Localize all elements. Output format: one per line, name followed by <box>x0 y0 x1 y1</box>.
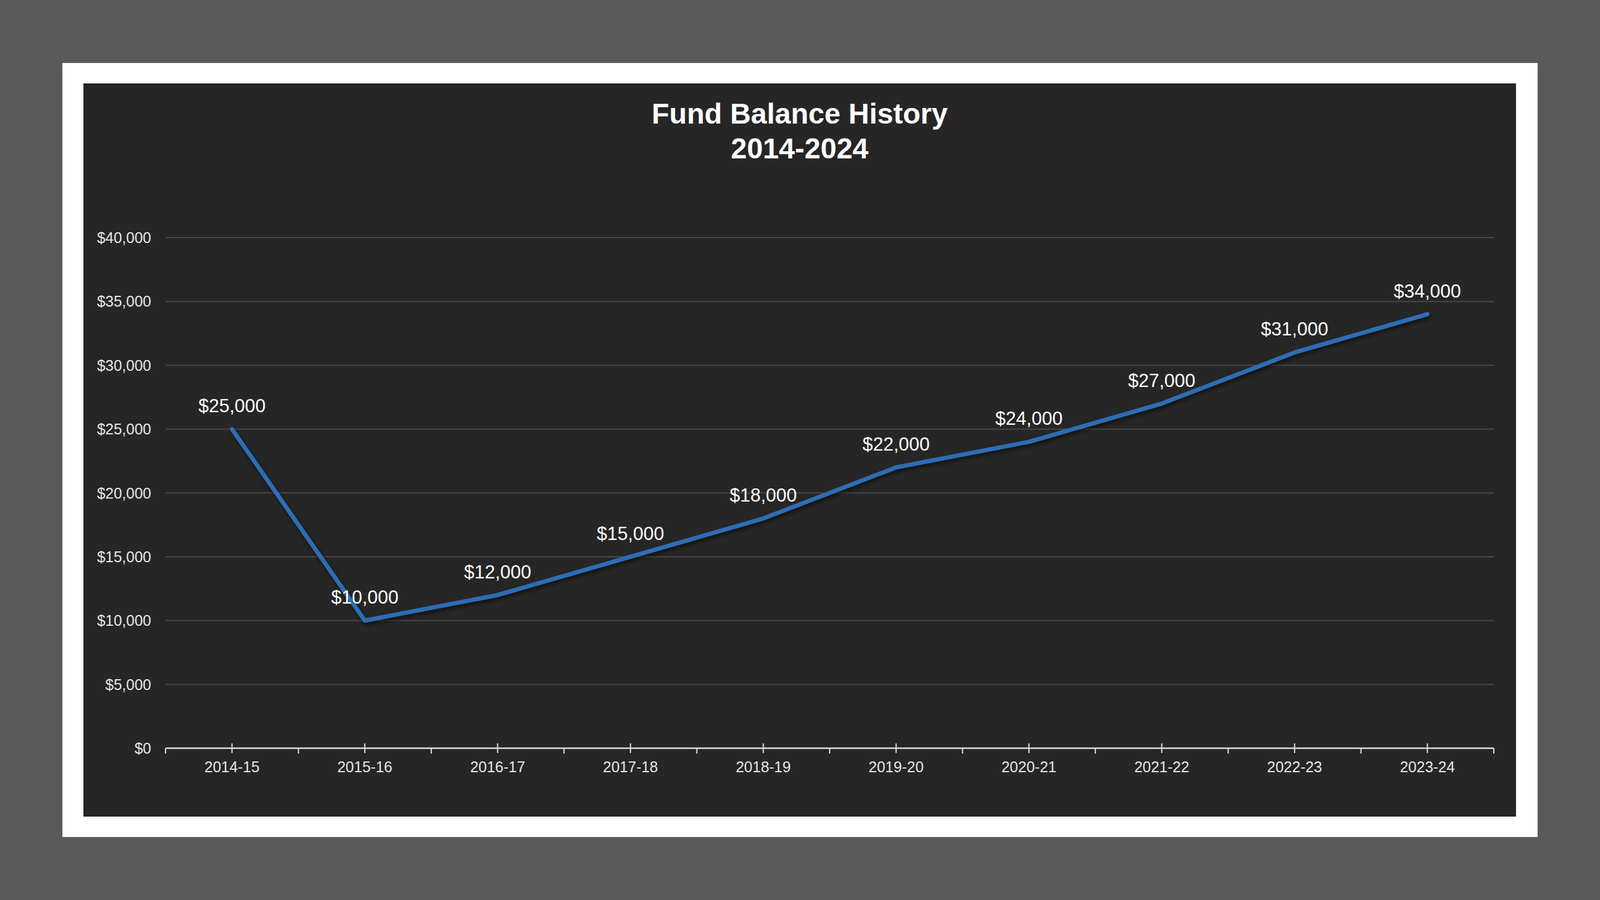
data-label: $34,000 <box>1393 280 1461 302</box>
x-tick-label: 2018-19 <box>735 758 791 776</box>
grid-line <box>165 683 1494 686</box>
x-band-edge <box>1094 748 1097 754</box>
data-label: $27,000 <box>1127 370 1196 392</box>
x-band-edge <box>1360 748 1362 754</box>
data-label: $10,000 <box>331 586 399 608</box>
x-tick <box>762 743 764 753</box>
y-tick-label: $10,000 <box>97 611 152 629</box>
x-band-edge <box>297 748 299 754</box>
x-tick <box>629 743 632 753</box>
x-tick-label: 2023-24 <box>1399 758 1455 776</box>
title: Fund Balance History <box>651 97 948 130</box>
data-label: $31,000 <box>1261 318 1329 340</box>
x-tick <box>895 743 897 753</box>
y-tick-label: $35,000 <box>97 292 152 310</box>
x-tick-label: 2021-22 <box>1134 758 1190 776</box>
y-tick-label: $0 <box>134 739 152 757</box>
x-tick <box>231 743 233 753</box>
x-tick <box>1294 743 1296 753</box>
x-tick <box>497 743 499 753</box>
x-tick <box>1161 743 1163 753</box>
x-band-edge <box>164 748 167 754</box>
data-label: $22,000 <box>862 433 930 455</box>
x-band-edge <box>430 748 432 754</box>
x-band-edge <box>1227 748 1229 754</box>
grid-line <box>165 556 1494 558</box>
plot-area <box>232 314 1428 621</box>
x-band-edge <box>1493 748 1495 754</box>
y-tick-label: $5,000 <box>105 676 152 693</box>
grid-line <box>165 364 1494 366</box>
x-tick-label: 2019-20 <box>868 758 924 776</box>
data-label: $12,000 <box>463 561 531 583</box>
x-band-edge <box>961 748 963 754</box>
grid-line <box>165 236 1494 239</box>
grid-line <box>165 428 1494 430</box>
frame <box>62 62 1538 837</box>
y-tick-label: $15,000 <box>97 548 152 566</box>
x-tick-label: 2022-23 <box>1267 758 1323 776</box>
subtitle: 2014-2024 <box>730 132 869 165</box>
chart-svg: Fund Balance History2014-2024 $0 $5,000 $10… <box>0 0 1600 900</box>
grid-line <box>165 300 1494 302</box>
y-tick-label: $40,000 <box>97 229 152 246</box>
x-band-edge <box>829 748 831 754</box>
series-line <box>232 314 1428 621</box>
x-tick <box>1426 743 1428 753</box>
x-tick-label: 2014-15 <box>204 758 260 776</box>
y-tick-label: $25,000 <box>97 420 152 438</box>
chart-background <box>83 83 1517 817</box>
x-tick <box>364 743 366 753</box>
chart-root: Fund Balance History2014-2024 $0 $5,000 $10… <box>0 0 1600 900</box>
data-label: $25,000 <box>198 395 266 417</box>
y-tick-label: $20,000 <box>97 484 152 502</box>
x-band-edge <box>563 748 565 754</box>
x-tick-label: 2015-16 <box>337 758 393 776</box>
x-tick-label: 2020-21 <box>1001 758 1057 776</box>
x-band-edge <box>696 748 698 754</box>
x-tick-label: 2017-18 <box>602 758 659 776</box>
data-label: $15,000 <box>596 523 665 545</box>
x-tick-label: 2016-17 <box>470 758 526 776</box>
x-tick <box>1028 743 1030 753</box>
data-label: $18,000 <box>729 484 797 506</box>
page-background <box>0 0 1600 900</box>
y-tick-label: $30,000 <box>97 356 152 374</box>
data-label: $24,000 <box>995 407 1063 429</box>
